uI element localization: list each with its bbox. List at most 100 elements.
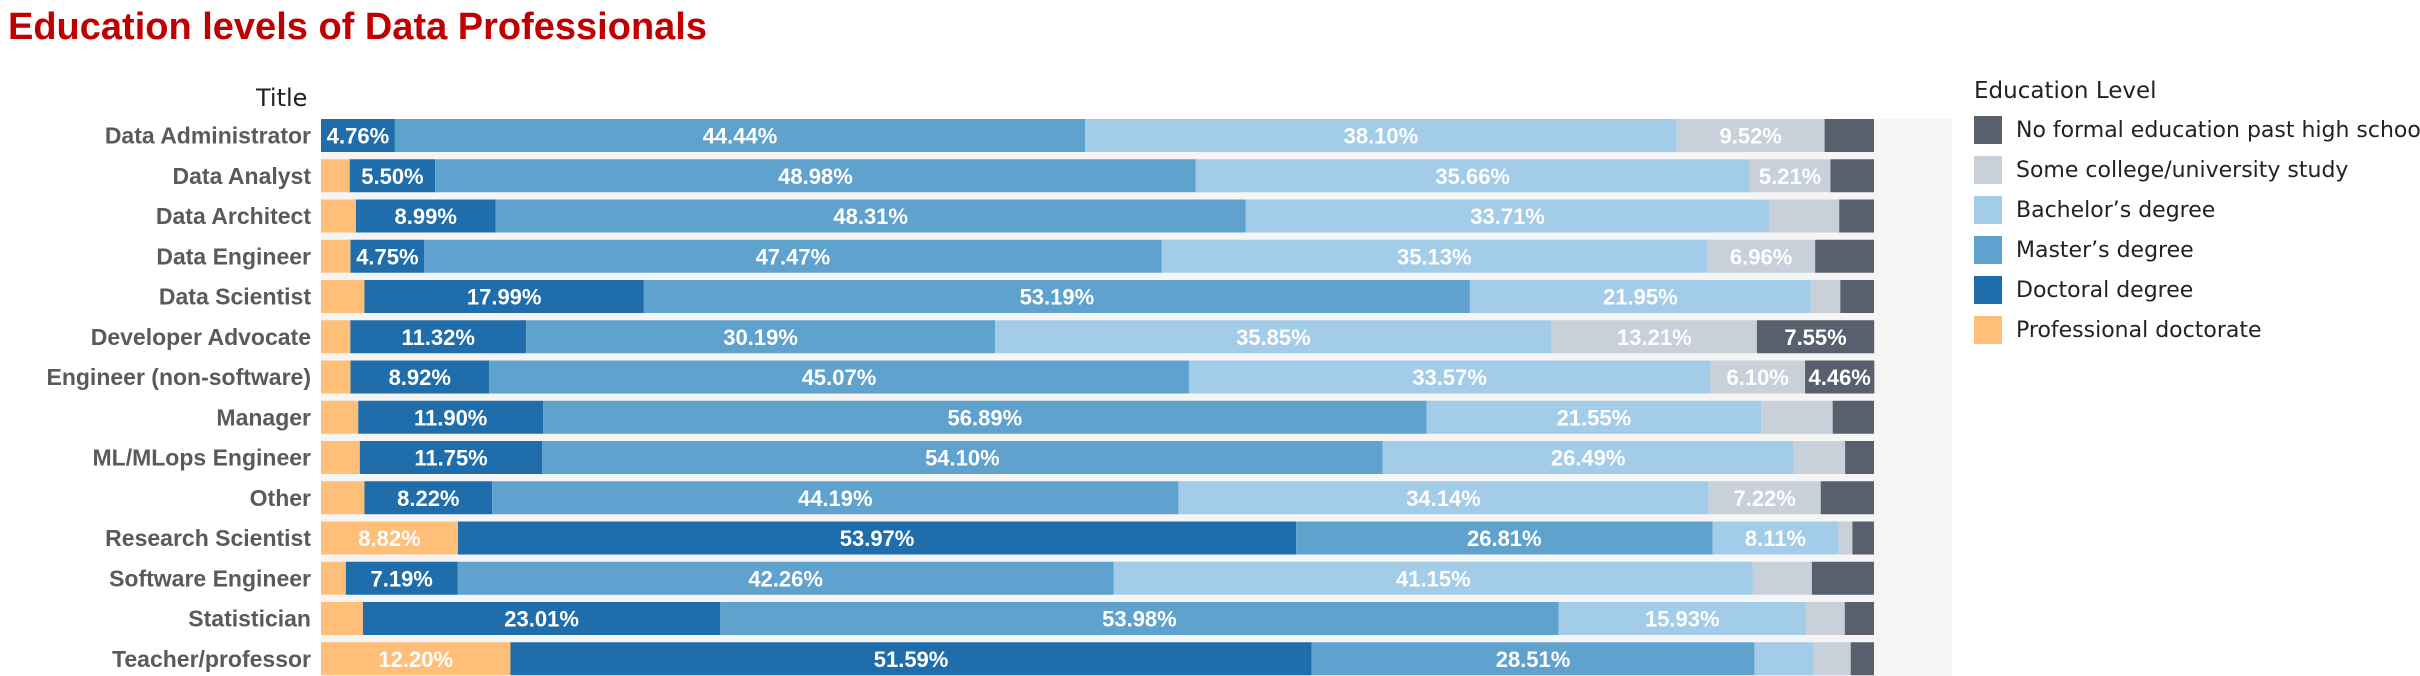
bar-segment[interactable]: [1850, 642, 1874, 676]
bar-segment[interactable]: [321, 521, 458, 555]
category-label: ML/MLops Engineer: [93, 445, 312, 471]
category-label: Statistician: [188, 606, 311, 632]
legend-item[interactable]: Professional doctorate: [1974, 310, 2420, 350]
bar-segment[interactable]: [1805, 602, 1845, 635]
bar-segment[interactable]: [394, 119, 1086, 152]
bar-segment[interactable]: [321, 360, 351, 394]
bar-segment[interactable]: [1844, 602, 1874, 635]
bar-segment[interactable]: [1707, 239, 1816, 273]
data-label: 15.93%: [1645, 607, 1720, 632]
bar-segment[interactable]: [1469, 280, 1811, 313]
bar-segment[interactable]: [1820, 481, 1874, 515]
bar-segment[interactable]: [1754, 642, 1814, 676]
bar-segment[interactable]: [1188, 360, 1711, 394]
legend-item[interactable]: Some college/university study: [1974, 150, 2420, 190]
bar-segment[interactable]: [1769, 199, 1840, 233]
bar-segment[interactable]: [321, 119, 395, 152]
bar-segment[interactable]: [1811, 561, 1874, 595]
bar-segment[interactable]: [321, 159, 350, 193]
bar-segment[interactable]: [1161, 239, 1708, 273]
bar-segment[interactable]: [1311, 642, 1755, 676]
bar-segment[interactable]: [321, 642, 511, 676]
bar-segment[interactable]: [1676, 119, 1825, 152]
data-label: 8.92%: [389, 365, 451, 390]
bar-segment[interactable]: [321, 441, 360, 474]
bar-segment[interactable]: [1805, 360, 1875, 394]
bar-segment[interactable]: [1830, 159, 1874, 193]
bar-segment[interactable]: [355, 199, 496, 233]
bar-segment[interactable]: [321, 239, 351, 273]
bar-segment[interactable]: [350, 320, 527, 354]
bar-segment[interactable]: [321, 199, 356, 233]
bar-segment[interactable]: [543, 400, 1427, 434]
bar-segment[interactable]: [359, 441, 543, 474]
bar-segment[interactable]: [1793, 441, 1846, 474]
bar-segment[interactable]: [542, 441, 1383, 474]
bar-segment[interactable]: [1832, 400, 1874, 434]
bar-segment[interactable]: [1712, 521, 1839, 555]
category-label: Manager: [216, 404, 311, 430]
bar-segment[interactable]: [1824, 119, 1874, 152]
bar-segment[interactable]: [1845, 441, 1874, 474]
category-label: Other: [250, 485, 311, 511]
bar-segment[interactable]: [1813, 642, 1851, 676]
legend-item[interactable]: Master’s degree: [1974, 230, 2420, 270]
data-label: 4.76%: [327, 124, 389, 149]
bar-segment[interactable]: [358, 400, 544, 434]
bar-segment[interactable]: [1840, 280, 1874, 313]
bar-segment[interactable]: [345, 561, 458, 595]
bar-segment[interactable]: [1749, 159, 1831, 193]
category-label: Teacher/professor: [112, 646, 311, 672]
bar-segment[interactable]: [1195, 159, 1750, 193]
bar-segment[interactable]: [1756, 320, 1875, 354]
bar-segment[interactable]: [1761, 400, 1833, 434]
bar-segment[interactable]: [1838, 521, 1853, 555]
bar-segment[interactable]: [489, 360, 1189, 394]
bar-segment[interactable]: [321, 561, 346, 595]
bar-segment[interactable]: [1852, 521, 1874, 555]
bar-segment[interactable]: [1426, 400, 1762, 434]
bar-segment[interactable]: [1245, 199, 1770, 233]
legend-item[interactable]: Doctoral degree: [1974, 270, 2420, 310]
bar-segment[interactable]: [321, 481, 365, 515]
bar-segment[interactable]: [510, 642, 1312, 676]
bar-segment[interactable]: [362, 602, 721, 635]
bar-segment[interactable]: [364, 481, 493, 515]
bar-segment[interactable]: [350, 360, 490, 394]
bar-segment[interactable]: [321, 280, 365, 313]
bar-segment[interactable]: [1558, 602, 1806, 635]
bar-segment[interactable]: [492, 481, 1179, 515]
data-label: 30.19%: [723, 325, 798, 350]
bar-segment[interactable]: [1752, 561, 1812, 595]
bar-segment[interactable]: [457, 561, 1114, 595]
legend-item[interactable]: No formal education past high school: [1974, 110, 2420, 150]
bar-segment[interactable]: [1839, 199, 1874, 233]
bar-segment[interactable]: [1178, 481, 1709, 515]
bar-segment[interactable]: [995, 320, 1552, 354]
bar-segment[interactable]: [321, 400, 359, 434]
bar-segment[interactable]: [1296, 521, 1713, 555]
data-label: 53.98%: [1102, 607, 1177, 632]
bar-segment[interactable]: [349, 159, 436, 193]
bar-segment[interactable]: [1810, 280, 1841, 313]
bar-segment[interactable]: [1710, 360, 1806, 394]
legend-item[interactable]: Bachelor’s degree: [1974, 190, 2420, 230]
bar-segment[interactable]: [1382, 441, 1794, 474]
bar-segment[interactable]: [1085, 119, 1677, 152]
bar-segment[interactable]: [321, 320, 351, 354]
bar-segment[interactable]: [435, 159, 1196, 193]
bar-segment[interactable]: [321, 602, 363, 635]
bar-segment[interactable]: [457, 521, 1297, 555]
bar-segment[interactable]: [1113, 561, 1753, 595]
bar-segment[interactable]: [720, 602, 1559, 635]
bar-segment[interactable]: [1708, 481, 1821, 515]
bar-segment[interactable]: [1551, 320, 1757, 354]
data-label: 47.47%: [756, 244, 831, 269]
bar-segment[interactable]: [1815, 239, 1874, 273]
bar-segment[interactable]: [364, 280, 644, 313]
bar-segment[interactable]: [350, 239, 425, 273]
bar-segment[interactable]: [643, 280, 1470, 313]
bar-segment[interactable]: [424, 239, 1162, 273]
bar-segment[interactable]: [526, 320, 995, 354]
bar-segment[interactable]: [495, 199, 1246, 233]
